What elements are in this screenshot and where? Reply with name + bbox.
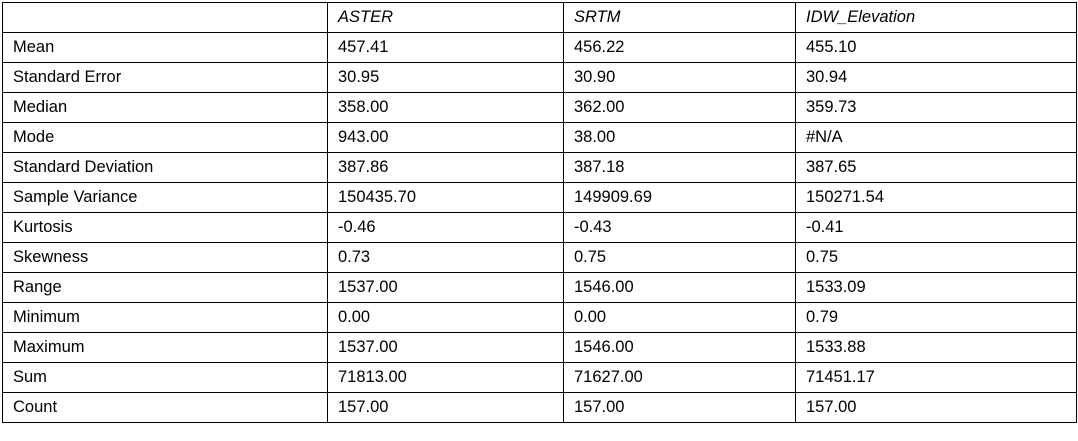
row-label: Standard Deviation: [2, 152, 328, 183]
idw-value: -0.41: [795, 212, 1077, 243]
row-label: Skewness: [2, 242, 328, 273]
srtm-value: 0.75: [563, 242, 796, 273]
srtm-value: 1546.00: [563, 272, 796, 303]
row-label: Range: [2, 272, 328, 303]
aster-value: 387.86: [327, 152, 564, 183]
aster-value: 30.95: [327, 62, 564, 93]
row-label: Sample Variance: [2, 182, 328, 213]
row-label: Kurtosis: [2, 212, 328, 243]
idw-value: 455.10: [795, 32, 1077, 63]
table-row: Sum 71813.00 71627.00 71451.17: [2, 362, 1077, 393]
aster-value: 943.00: [327, 122, 564, 153]
table-row: Count 157.00 157.00 157.00: [2, 392, 1077, 423]
header-cell-idw-elevation: IDW_Elevation: [795, 2, 1077, 33]
idw-value: 0.79: [795, 302, 1077, 333]
aster-value: 0.73: [327, 242, 564, 273]
idw-value: 387.65: [795, 152, 1077, 183]
row-label: Standard Error: [2, 62, 328, 93]
srtm-value: 38.00: [563, 122, 796, 153]
statistics-table: ASTER SRTM IDW_Elevation Mean 457.41 456…: [2, 2, 1077, 423]
idw-value: 1533.88: [795, 332, 1077, 363]
table-row: Minimum 0.00 0.00 0.79: [2, 302, 1077, 333]
table-row: Sample Variance 150435.70 149909.69 1502…: [2, 182, 1077, 213]
srtm-value: 157.00: [563, 392, 796, 423]
table-row: Mean 457.41 456.22 455.10: [2, 32, 1077, 63]
idw-value: #N/A: [795, 122, 1077, 153]
aster-value: 0.00: [327, 302, 564, 333]
table-row: Standard Deviation 387.86 387.18 387.65: [2, 152, 1077, 183]
table-row: Mode 943.00 38.00 #N/A: [2, 122, 1077, 153]
srtm-value: 456.22: [563, 32, 796, 63]
idw-value: 359.73: [795, 92, 1077, 123]
idw-value: 1533.09: [795, 272, 1077, 303]
srtm-value: 71627.00: [563, 362, 796, 393]
srtm-value: 0.00: [563, 302, 796, 333]
aster-value: 358.00: [327, 92, 564, 123]
srtm-value: -0.43: [563, 212, 796, 243]
idw-value: 150271.54: [795, 182, 1077, 213]
aster-value: 457.41: [327, 32, 564, 63]
srtm-value: 387.18: [563, 152, 796, 183]
row-label: Mean: [2, 32, 328, 63]
row-label: Maximum: [2, 332, 328, 363]
table-row: Kurtosis -0.46 -0.43 -0.41: [2, 212, 1077, 243]
header-cell-srtm: SRTM: [563, 2, 796, 33]
idw-value: 30.94: [795, 62, 1077, 93]
aster-value: 150435.70: [327, 182, 564, 213]
aster-value: 1537.00: [327, 272, 564, 303]
table-body: Mean 457.41 456.22 455.10 Standard Error…: [2, 32, 1077, 423]
row-label: Median: [2, 92, 328, 123]
table-row: Standard Error 30.95 30.90 30.94: [2, 62, 1077, 93]
aster-value: -0.46: [327, 212, 564, 243]
aster-value: 71813.00: [327, 362, 564, 393]
row-label: Sum: [2, 362, 328, 393]
row-label: Count: [2, 392, 328, 423]
idw-value: 157.00: [795, 392, 1077, 423]
srtm-value: 30.90: [563, 62, 796, 93]
srtm-value: 362.00: [563, 92, 796, 123]
table-row: Range 1537.00 1546.00 1533.09: [2, 272, 1077, 303]
row-label: Mode: [2, 122, 328, 153]
header-row: ASTER SRTM IDW_Elevation: [2, 2, 1077, 33]
table-row: Maximum 1537.00 1546.00 1533.88: [2, 332, 1077, 363]
idw-value: 0.75: [795, 242, 1077, 273]
aster-value: 157.00: [327, 392, 564, 423]
header-cell-aster: ASTER: [327, 2, 564, 33]
aster-value: 1537.00: [327, 332, 564, 363]
header-cell-empty: [2, 2, 328, 33]
table-row: Median 358.00 362.00 359.73: [2, 92, 1077, 123]
srtm-value: 149909.69: [563, 182, 796, 213]
idw-value: 71451.17: [795, 362, 1077, 393]
table-row: Skewness 0.73 0.75 0.75: [2, 242, 1077, 273]
table-header: ASTER SRTM IDW_Elevation: [2, 2, 1077, 33]
row-label: Minimum: [2, 302, 328, 333]
srtm-value: 1546.00: [563, 332, 796, 363]
